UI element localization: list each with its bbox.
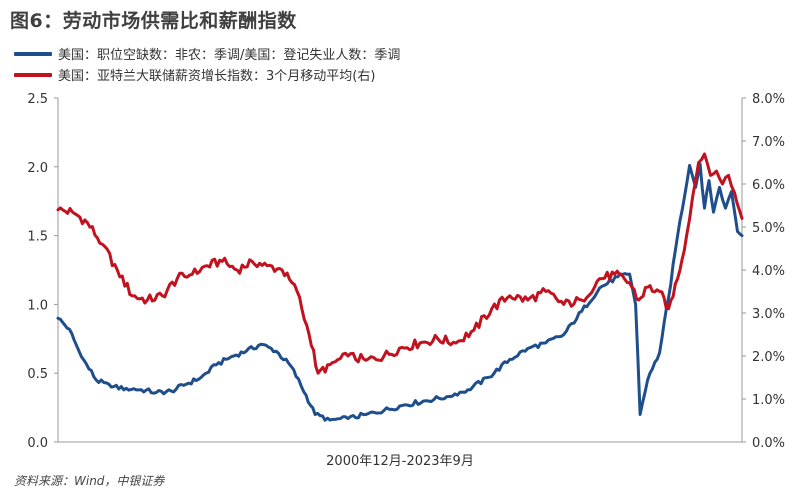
legend-swatch-blue bbox=[14, 51, 52, 56]
y-right-tick-label: 5.0% bbox=[752, 221, 785, 236]
chart-title: 图6：劳动市场供需比和薪酬指数 bbox=[10, 10, 297, 32]
y-left-tick-label: 2.0 bbox=[27, 161, 48, 176]
series-line-vacancy-ratio bbox=[56, 162, 744, 422]
series-line-wage-growth bbox=[56, 152, 744, 375]
y-right-tick-label: 0.0% bbox=[752, 436, 785, 451]
legend-label-vacancy-ratio: 美国：职位空缺数：非农：季调/美国：登记失业人数：季调 bbox=[58, 48, 401, 63]
legend-label-wage-growth: 美国：亚特兰大联储薪资增长指数：3个月移动平均(右) bbox=[58, 69, 376, 84]
y-right-tick-label: 6.0% bbox=[752, 178, 785, 193]
y-right-tick-label: 2.0% bbox=[752, 350, 785, 365]
y-left-tick-label: 0.0 bbox=[27, 436, 48, 451]
legend-entry-wage-growth: 美国：亚特兰大联储薪资增长指数：3个月移动平均(右) bbox=[14, 65, 375, 84]
y-right-tick-label: 8.0% bbox=[752, 92, 785, 107]
y-right-tick-label: 7.0% bbox=[752, 135, 785, 150]
y-right-tick-label: 3.0% bbox=[752, 307, 785, 322]
y-right-tick-label: 1.0% bbox=[752, 393, 785, 408]
legend-swatch-red bbox=[14, 72, 52, 77]
legend-entry-vacancy-ratio: 美国：职位空缺数：非农：季调/美国：登记失业人数：季调 bbox=[14, 44, 400, 63]
y-left-tick-label: 2.5 bbox=[27, 92, 48, 107]
y-left-tick-label: 1.5 bbox=[27, 230, 48, 245]
y-left-tick-label: 0.5 bbox=[27, 367, 48, 382]
x-axis-label: 2000年12月-2023年9月 bbox=[326, 454, 474, 469]
y-left-tick-label: 1.0 bbox=[27, 298, 48, 313]
source-note: 资料来源：Wind，中银证券 bbox=[14, 474, 165, 488]
y-right-tick-label: 4.0% bbox=[752, 264, 785, 279]
